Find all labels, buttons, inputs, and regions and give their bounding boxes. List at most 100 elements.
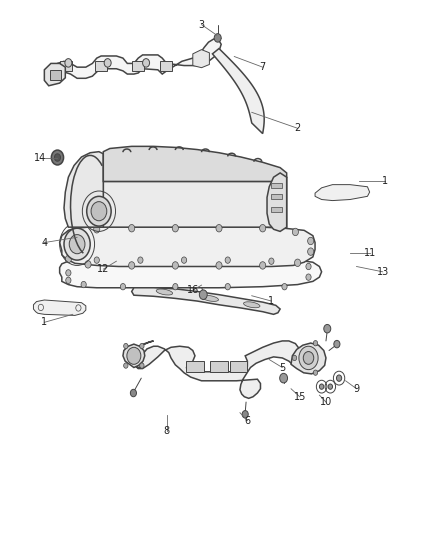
Circle shape	[319, 384, 324, 389]
Circle shape	[269, 258, 274, 264]
Polygon shape	[123, 344, 145, 368]
Circle shape	[242, 410, 248, 418]
Circle shape	[303, 352, 314, 365]
Circle shape	[260, 262, 266, 269]
Polygon shape	[267, 173, 287, 231]
Polygon shape	[271, 193, 283, 199]
Circle shape	[306, 263, 311, 270]
Circle shape	[138, 257, 143, 263]
Circle shape	[65, 243, 71, 251]
Polygon shape	[132, 61, 144, 71]
Circle shape	[81, 281, 86, 288]
Polygon shape	[186, 361, 204, 372]
Circle shape	[216, 224, 222, 232]
Text: 12: 12	[97, 264, 110, 274]
Polygon shape	[160, 61, 172, 71]
Polygon shape	[210, 361, 228, 372]
Polygon shape	[271, 207, 283, 212]
Circle shape	[307, 248, 314, 255]
Polygon shape	[271, 183, 283, 188]
Circle shape	[143, 59, 150, 67]
Circle shape	[104, 59, 111, 67]
Polygon shape	[60, 227, 315, 266]
Polygon shape	[64, 152, 103, 227]
Polygon shape	[230, 361, 247, 372]
Text: 13: 13	[377, 267, 389, 277]
Circle shape	[131, 389, 137, 397]
Text: 5: 5	[279, 362, 286, 373]
Circle shape	[140, 343, 144, 349]
Circle shape	[324, 325, 331, 333]
Circle shape	[127, 348, 141, 365]
Text: 2: 2	[294, 123, 301, 133]
Polygon shape	[33, 300, 86, 316]
Circle shape	[94, 257, 99, 263]
Text: 7: 7	[260, 62, 266, 72]
Text: 8: 8	[163, 426, 170, 437]
Text: 1: 1	[268, 296, 275, 306]
Text: 15: 15	[293, 392, 306, 402]
Text: 14: 14	[34, 152, 46, 163]
Circle shape	[124, 363, 128, 368]
Polygon shape	[291, 343, 326, 374]
Circle shape	[129, 224, 135, 232]
Circle shape	[280, 373, 288, 383]
Polygon shape	[103, 177, 287, 227]
Circle shape	[299, 346, 318, 369]
Circle shape	[225, 284, 230, 290]
Ellipse shape	[244, 302, 260, 308]
Circle shape	[292, 228, 298, 236]
Circle shape	[294, 259, 300, 266]
Circle shape	[129, 262, 135, 269]
Polygon shape	[60, 61, 72, 71]
Text: 1: 1	[41, 317, 47, 327]
Text: 9: 9	[353, 384, 360, 394]
Circle shape	[260, 224, 266, 232]
Circle shape	[74, 231, 80, 238]
Ellipse shape	[156, 289, 173, 295]
Circle shape	[140, 363, 144, 368]
Circle shape	[65, 59, 72, 67]
Circle shape	[120, 284, 126, 290]
Text: 6: 6	[244, 416, 251, 426]
Polygon shape	[193, 50, 209, 68]
Text: 4: 4	[41, 238, 47, 247]
Circle shape	[282, 284, 287, 290]
Circle shape	[334, 341, 340, 348]
Circle shape	[313, 370, 318, 375]
Circle shape	[328, 384, 332, 389]
Polygon shape	[132, 288, 280, 314]
Circle shape	[216, 262, 222, 269]
Circle shape	[173, 284, 178, 290]
Circle shape	[292, 356, 297, 361]
Circle shape	[172, 224, 178, 232]
Text: 3: 3	[198, 20, 205, 30]
Circle shape	[336, 375, 342, 381]
Circle shape	[181, 257, 187, 263]
Circle shape	[65, 255, 71, 263]
Text: 10: 10	[320, 397, 332, 407]
Polygon shape	[212, 49, 264, 134]
Circle shape	[91, 201, 107, 221]
Ellipse shape	[202, 295, 219, 301]
Circle shape	[124, 343, 128, 349]
Polygon shape	[315, 184, 370, 200]
Text: 1: 1	[382, 176, 388, 187]
Circle shape	[94, 225, 100, 233]
Text: 16: 16	[187, 286, 199, 295]
Polygon shape	[95, 61, 107, 71]
Polygon shape	[132, 341, 300, 398]
Polygon shape	[103, 147, 287, 181]
Polygon shape	[60, 259, 321, 288]
Circle shape	[85, 261, 91, 268]
Circle shape	[69, 235, 85, 254]
Circle shape	[307, 237, 314, 245]
Text: 11: 11	[364, 248, 376, 258]
Polygon shape	[44, 63, 65, 86]
Circle shape	[225, 257, 230, 263]
Circle shape	[66, 277, 71, 284]
Circle shape	[214, 34, 221, 42]
Circle shape	[54, 154, 60, 161]
Circle shape	[199, 290, 207, 300]
Circle shape	[172, 262, 178, 269]
